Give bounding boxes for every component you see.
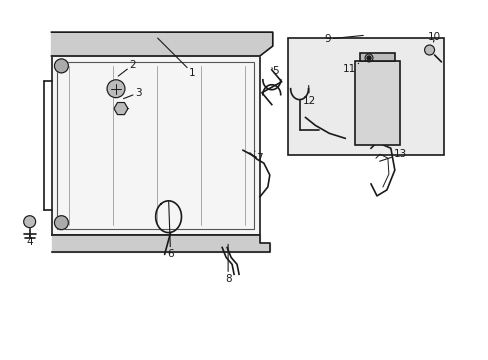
Circle shape	[54, 216, 68, 230]
Polygon shape	[51, 32, 272, 56]
Text: 10: 10	[427, 32, 440, 42]
Circle shape	[107, 80, 124, 98]
Text: 11: 11	[342, 63, 358, 74]
Bar	[354, 61, 399, 145]
Bar	[359, 53, 394, 61]
Text: 9: 9	[324, 34, 363, 44]
Polygon shape	[114, 103, 128, 114]
Text: 6: 6	[167, 202, 174, 260]
Text: 12: 12	[302, 86, 315, 105]
Text: 8: 8	[224, 244, 231, 284]
Bar	[51, 56, 259, 235]
Text: 3: 3	[123, 88, 142, 99]
Text: 4: 4	[26, 235, 33, 247]
Polygon shape	[51, 235, 269, 252]
Bar	[287, 38, 444, 155]
Circle shape	[54, 59, 68, 73]
Text: 5: 5	[271, 66, 279, 76]
Text: 13: 13	[379, 149, 407, 161]
Text: 7: 7	[254, 151, 263, 163]
Circle shape	[24, 216, 36, 228]
Text: 1: 1	[157, 38, 195, 78]
Circle shape	[366, 56, 370, 60]
Bar	[57, 62, 253, 229]
Circle shape	[424, 45, 434, 55]
Text: 2: 2	[118, 60, 136, 76]
